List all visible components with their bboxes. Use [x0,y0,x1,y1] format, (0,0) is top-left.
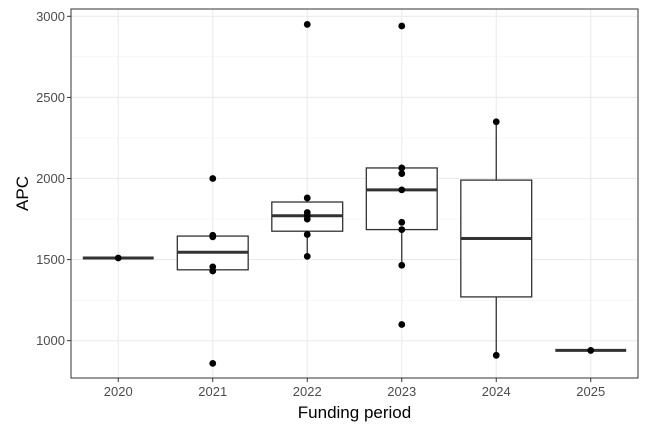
data-point-2024 [492,118,500,126]
x-tick-label: 2024 [482,384,511,399]
x-tick-label: 2020 [104,384,133,399]
x-axis-title: Funding period [298,403,411,422]
data-point-2021 [209,267,217,275]
panel-border [70,8,639,379]
data-point-2022 [303,194,311,202]
data-point-2023 [398,164,406,172]
data-point-2023 [398,170,406,178]
y-tick-label: 1000 [36,333,65,348]
x-tick-label: 2025 [576,384,605,399]
data-point-2025 [587,347,595,354]
box-2024 [460,121,533,356]
grid-lines [71,9,638,378]
data-point-2023 [398,261,406,269]
y-tick-label: 2500 [36,90,65,105]
box-plots [82,121,627,356]
data-point-2021 [209,360,217,367]
data-point-2023 [398,186,406,194]
box-2023 [365,167,438,266]
data-point-2020 [114,254,122,262]
data-point-2023 [398,226,406,233]
data-point-2021 [209,233,217,241]
data-point-2022 [303,21,311,28]
x-tick-label: 2022 [293,384,322,399]
y-tick-label: 3000 [36,9,65,24]
data-points [114,21,595,367]
data-point-2024 [492,351,500,359]
x-tick-label: 2021 [198,384,227,399]
data-point-2021 [209,175,217,182]
y-tick-label: 2000 [36,171,65,186]
data-point-2022 [303,231,311,238]
y-tick-label: 1500 [36,252,65,267]
data-point-2023 [398,22,406,30]
y-axis-title: APC [13,176,32,211]
box-2022 [271,197,344,257]
data-point-2022 [303,252,311,260]
data-point-2023 [398,218,406,226]
axes: 1000 1500 2000 2500 3000 2020 2021 2022 2023 2024… [36,9,605,399]
data-point-2022 [303,215,311,223]
data-point-2023 [398,321,406,328]
x-tick-label: 2023 [387,384,416,399]
